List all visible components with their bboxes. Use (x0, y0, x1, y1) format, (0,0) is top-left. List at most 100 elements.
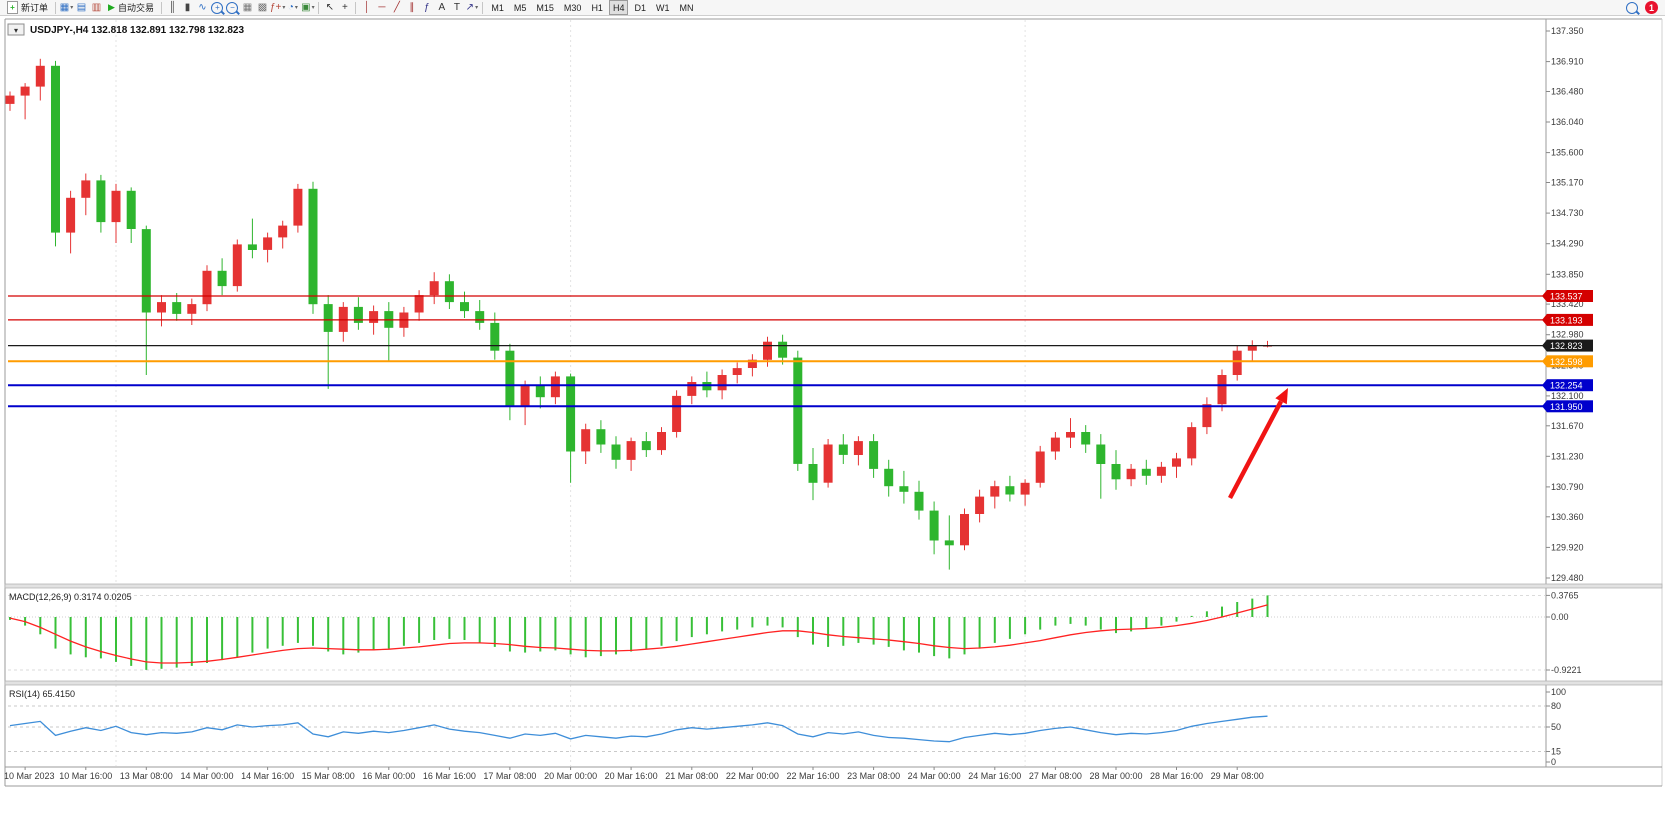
channel-icon[interactable]: ∥ (409, 1, 415, 13)
price-axis-label: 135.600 (1551, 148, 1584, 158)
candle-body (96, 180, 106, 223)
price-axis-label: 129.920 (1551, 542, 1584, 552)
candle-body (35, 65, 45, 87)
candle-body (1247, 345, 1257, 351)
macd-signal-line (9, 604, 1268, 664)
price-tag-pointer (1542, 379, 1547, 392)
candle-body (520, 385, 530, 407)
price-tag-value: 132.254 (1550, 381, 1583, 391)
chevron-down-icon: ▾ (294, 4, 298, 11)
timeframe-button-M5[interactable]: M5 (513, 2, 527, 13)
candle-body (611, 444, 621, 460)
candle-body (778, 341, 788, 358)
candle-body (1111, 464, 1121, 480)
timeframe-button-H4[interactable]: H4 (608, 0, 629, 15)
text-label-icon[interactable]: T (453, 1, 460, 13)
candle-body (884, 468, 894, 487)
candle-body (853, 441, 863, 455)
timeframe-button-H1[interactable]: H1 (591, 2, 603, 13)
trend-arrow-head (1275, 388, 1288, 405)
cursor-icon[interactable]: ↖ (325, 1, 335, 13)
price-axis-label: 133.420 (1551, 299, 1584, 309)
periods-icon[interactable]: ◔ ▾ (287, 1, 298, 13)
time-axis-label: 20 Mar 00:00 (544, 771, 597, 781)
text-icon[interactable]: A (438, 1, 446, 13)
rsi-axis-label: 0 (1551, 757, 1556, 767)
chevron-down-icon: ▾ (282, 4, 286, 11)
navigator-icon[interactable]: ▥ (91, 1, 102, 13)
candle-body (566, 376, 576, 452)
candle-body (475, 311, 485, 323)
price-axis-label: 130.360 (1551, 512, 1584, 522)
timeframe-button-MN[interactable]: MN (679, 2, 694, 13)
price-axis-label: 135.170 (1551, 178, 1584, 188)
time-axis-label: 15 Mar 08:00 (302, 771, 355, 781)
candle-body (293, 188, 303, 226)
toolbar-separator (55, 1, 57, 14)
candle-body (1050, 437, 1060, 452)
candle-body (1081, 432, 1091, 445)
candle-body (1126, 468, 1136, 480)
price-tag (1547, 313, 1593, 326)
candle-body (914, 491, 924, 511)
time-axis-label: 29 Mar 08:00 (1211, 771, 1264, 781)
templates-icon[interactable]: ▣ ▾ (301, 1, 315, 13)
search-icon[interactable] (1624, 0, 1639, 15)
notification-badge[interactable]: 1 (1645, 1, 1658, 14)
indicators-icon[interactable]: ƒ+ ▾ (269, 1, 286, 13)
candle-body (596, 429, 606, 445)
candle-body (1187, 427, 1197, 459)
candle-body (217, 270, 227, 287)
one-click-panel-toggle[interactable]: ▾ (7, 23, 25, 36)
new-order-button[interactable]: + 新订单 (3, 0, 52, 15)
time-axis-label: 28 Mar 00:00 (1089, 771, 1142, 781)
vertical-line-icon[interactable]: │ (363, 1, 370, 13)
price-tag-value: 132.598 (1550, 357, 1583, 367)
bars-chart-icon[interactable]: ║ (168, 1, 176, 13)
timeframe-button-M1[interactable]: M1 (491, 2, 504, 13)
time-axis-label: 10 Mar 16:00 (59, 771, 112, 781)
price-tag-pointer (1542, 339, 1547, 352)
time-axis-label: 17 Mar 08:00 (483, 771, 536, 781)
tile-windows-icon[interactable]: ▦ (242, 1, 253, 13)
auto-trading-play-icon: ▶ (108, 2, 115, 12)
crosshair-icon[interactable]: + (341, 1, 348, 13)
price-axis-label: 134.730 (1551, 208, 1584, 218)
candle-body (1202, 404, 1212, 428)
time-axis-label: 21 Mar 08:00 (665, 771, 718, 781)
new-order-icon: + (7, 1, 18, 14)
price-tag-pointer (1542, 313, 1547, 326)
time-axis-label: 14 Mar 16:00 (241, 771, 294, 781)
panel-separator[interactable] (4, 680, 1663, 686)
price-tag-value: 133.193 (1550, 315, 1583, 325)
new-chart-icon[interactable]: ▦ ▾ (59, 1, 74, 13)
chevron-down-icon: ▾ (475, 4, 479, 11)
trend-arrow[interactable] (1228, 400, 1283, 500)
candle-body (308, 188, 318, 305)
market-watch-icon[interactable]: ▤ (76, 1, 87, 13)
timeframe-button-M30[interactable]: M30 (563, 2, 582, 13)
candle-body (172, 302, 182, 314)
arrows-icon[interactable]: ↗ ▾ (465, 1, 479, 13)
candle-body (1172, 458, 1181, 467)
chevron-down-icon: ▾ (70, 4, 74, 11)
zoom-out-icon[interactable]: − (225, 0, 240, 15)
price-axis-label: 130.790 (1551, 482, 1584, 492)
timeframe-button-M15[interactable]: M15 (536, 2, 554, 13)
auto-trading-button[interactable]: ▶ 自动交易 (104, 0, 158, 15)
candlestick-chart-icon[interactable]: ▮ (184, 1, 191, 13)
horizontal-line-icon[interactable]: ─ (378, 1, 386, 13)
panel-separator[interactable] (4, 583, 1663, 589)
timeframe-button-W1[interactable]: W1 (655, 2, 670, 13)
rsi-indicator-label: RSI(14) 65.4150 (9, 689, 75, 699)
time-axis-label: 24 Mar 16:00 (968, 771, 1021, 781)
zoom-in-icon[interactable]: + (210, 0, 225, 15)
line-chart-icon[interactable]: ∿ (198, 1, 207, 13)
cascade-windows-icon[interactable]: ▩ (257, 1, 268, 13)
fibonacci-icon[interactable]: ƒ (424, 1, 430, 13)
timeframe-button-D1[interactable]: D1 (634, 2, 646, 13)
trendline-icon[interactable]: ╱ (393, 1, 400, 13)
chart-plot-background[interactable] (8, 19, 1546, 583)
candle-body (626, 441, 636, 460)
